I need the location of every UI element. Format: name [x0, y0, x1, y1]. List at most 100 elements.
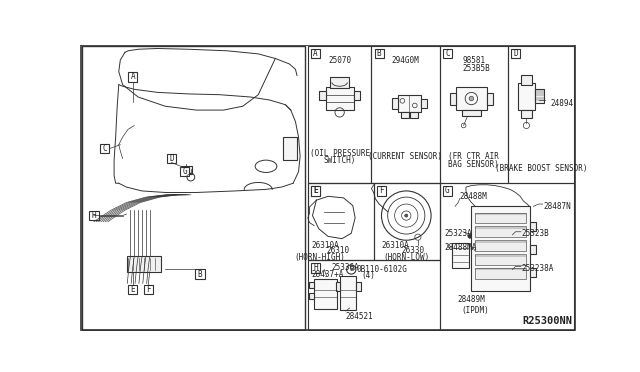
Bar	[314, 279, 337, 309]
Bar	[311, 186, 320, 196]
Text: F: F	[146, 285, 150, 294]
Text: H: H	[314, 263, 318, 272]
Bar	[308, 183, 374, 260]
Text: H: H	[92, 211, 96, 220]
Bar	[353, 91, 360, 100]
Bar	[392, 98, 397, 109]
Text: 98581: 98581	[462, 56, 485, 65]
Bar	[143, 285, 153, 294]
Circle shape	[468, 234, 472, 238]
Text: 26330: 26330	[402, 246, 425, 256]
Bar	[319, 91, 326, 100]
Text: (4): (4)	[362, 271, 375, 280]
Bar	[309, 282, 314, 288]
Bar	[456, 87, 487, 110]
Text: 26310A: 26310A	[311, 241, 339, 250]
Circle shape	[347, 265, 356, 274]
Text: BAG SENSOR): BAG SENSOR)	[448, 160, 499, 169]
Text: 24894: 24894	[550, 99, 573, 108]
Bar	[476, 240, 525, 251]
Text: B: B	[377, 49, 381, 58]
Bar	[476, 254, 525, 265]
Text: E: E	[131, 285, 135, 294]
Text: 26310A: 26310A	[381, 241, 409, 250]
Bar	[311, 263, 320, 273]
Text: B: B	[349, 266, 353, 272]
Bar	[308, 260, 440, 330]
Text: G: G	[182, 167, 187, 176]
Text: G: G	[445, 186, 450, 195]
Text: (OIL PRESSURE: (OIL PRESSURE	[310, 148, 370, 158]
Bar	[340, 276, 356, 310]
Bar	[476, 212, 525, 223]
Bar	[529, 222, 536, 231]
Bar	[397, 95, 421, 112]
Text: F: F	[379, 186, 384, 195]
Bar	[472, 206, 529, 291]
Bar	[511, 49, 520, 58]
Bar	[518, 83, 535, 110]
Bar	[330, 77, 349, 88]
Bar	[128, 285, 138, 294]
Bar	[374, 49, 384, 58]
Bar	[180, 167, 189, 176]
Bar	[410, 112, 418, 118]
Bar	[309, 293, 314, 299]
Bar	[308, 46, 371, 183]
Bar	[308, 183, 440, 260]
Circle shape	[404, 214, 408, 217]
Text: SWITCH): SWITCH)	[323, 156, 356, 165]
Bar	[535, 89, 544, 103]
Text: 284521: 284521	[345, 312, 372, 321]
Bar	[476, 226, 525, 237]
Bar	[476, 268, 525, 279]
Bar	[377, 186, 386, 196]
Text: A: A	[131, 73, 135, 81]
Text: C: C	[445, 49, 450, 58]
Bar	[311, 49, 320, 58]
Text: R25300NN: R25300NN	[522, 316, 572, 326]
Bar	[440, 183, 575, 330]
Text: 253238A: 253238A	[522, 264, 554, 273]
Bar	[128, 73, 138, 81]
Text: 25323A: 25323A	[444, 230, 472, 238]
Text: 28489M: 28489M	[458, 295, 485, 304]
Text: E: E	[314, 186, 318, 195]
Text: (CURRENT SENSOR): (CURRENT SENSOR)	[369, 153, 442, 161]
Bar	[508, 46, 575, 183]
Bar	[326, 87, 353, 110]
Bar	[180, 166, 191, 174]
Bar	[374, 183, 440, 260]
Bar	[421, 99, 428, 108]
Text: 253B5B: 253B5B	[463, 64, 491, 73]
Bar	[356, 282, 360, 291]
Text: E: E	[314, 186, 318, 195]
Text: (FR CTR AIR: (FR CTR AIR	[448, 153, 499, 161]
Text: D: D	[513, 49, 518, 58]
Bar	[443, 49, 452, 58]
Bar	[195, 269, 205, 279]
Bar	[371, 46, 440, 183]
Bar	[100, 144, 109, 153]
Bar	[450, 93, 456, 105]
Text: (IPDM): (IPDM)	[461, 307, 489, 315]
Text: 28488M: 28488M	[460, 192, 488, 202]
Bar	[462, 110, 481, 116]
Bar	[127, 256, 161, 272]
Bar	[521, 76, 532, 85]
Text: 28488MA: 28488MA	[444, 243, 477, 251]
Text: 25336A: 25336A	[332, 263, 360, 272]
Text: 25323B: 25323B	[522, 230, 550, 238]
Bar	[443, 186, 452, 196]
Text: (BRAKE BOOST SENSOR): (BRAKE BOOST SENSOR)	[495, 164, 588, 173]
Bar	[81, 46, 305, 330]
Circle shape	[509, 268, 514, 272]
Bar	[311, 186, 320, 196]
Text: (HORN-HIGH): (HORN-HIGH)	[295, 253, 346, 262]
Bar	[401, 112, 408, 118]
Text: (HORN-LOW): (HORN-LOW)	[383, 253, 429, 262]
Bar	[283, 137, 297, 160]
Bar	[521, 110, 532, 118]
Text: 25070: 25070	[328, 56, 351, 65]
Circle shape	[469, 96, 474, 101]
